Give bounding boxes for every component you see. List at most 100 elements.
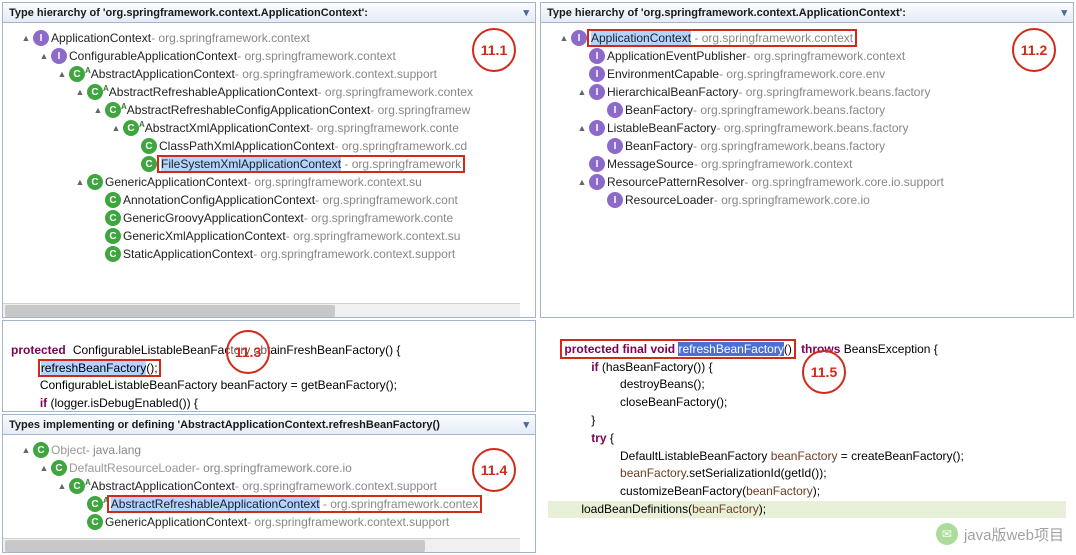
expand-icon[interactable]: ▲ — [57, 481, 67, 491]
tree-node[interactable]: IMessageSource - org.springframework.con… — [545, 155, 1069, 173]
node-label[interactable]: StaticApplicationContext — [123, 247, 253, 261]
node-label[interactable]: ResourcePatternResolver — [607, 175, 744, 189]
tree-node[interactable]: ▲IApplicationContext - org.springframewo… — [7, 29, 531, 47]
node-label[interactable]: ListableBeanFactory — [607, 121, 716, 135]
tree-node[interactable]: CFileSystemXmlApplicationContext - org.s… — [7, 155, 531, 173]
node-label[interactable]: FileSystemXmlApplicationContext — [161, 157, 341, 171]
scrollbar-horizontal[interactable] — [3, 538, 520, 552]
package-label: - org.springframework.context.support — [253, 247, 455, 261]
class-icon: C — [105, 228, 121, 244]
dropdown-icon[interactable]: ▾ — [1061, 6, 1067, 19]
code-block[interactable]: protected protected ConfigurableListable… — [3, 321, 535, 412]
package-label: - org.springframework.beans.factory — [693, 103, 885, 117]
node-label[interactable]: ResourceLoader — [625, 193, 714, 207]
node-label[interactable]: AbstractRefreshableApplicationContext — [109, 85, 318, 99]
package-label: - org.springframework.core.io.support — [744, 175, 943, 189]
scrollbar-horizontal[interactable] — [3, 303, 520, 317]
node-label[interactable]: ApplicationContext — [51, 31, 151, 45]
node-label[interactable]: AbstractXmlApplicationContext — [145, 121, 310, 135]
expand-icon[interactable]: ▲ — [75, 87, 85, 97]
dropdown-icon[interactable]: ▾ — [523, 418, 529, 431]
tree-node[interactable]: ▲IHierarchicalBeanFactory - org.springfr… — [545, 83, 1069, 101]
tree-node[interactable]: ▲IConfigurableApplicationContext - org.s… — [7, 47, 531, 65]
node-label[interactable]: AbstractRefreshableConfigApplicationCont… — [127, 103, 370, 117]
type-tree: ▲IApplicationContext - org.springframewo… — [541, 23, 1073, 215]
class-icon: C — [69, 66, 85, 82]
tree-node[interactable]: ▲CAAbstractApplicationContext - org.spri… — [7, 477, 531, 495]
tree-node[interactable]: CClassPathXmlApplicationContext - org.sp… — [7, 137, 531, 155]
package-label: - java.lang — [86, 443, 141, 457]
node-label[interactable]: AnnotationConfigApplicationContext — [123, 193, 315, 207]
class-icon: C — [123, 120, 139, 136]
interface-icon: I — [589, 66, 605, 82]
package-label: - org.springframework.contex — [318, 85, 473, 99]
tree-node[interactable]: CGenericApplicationContext - org.springf… — [7, 513, 531, 531]
tree-node[interactable]: ▲IApplicationContext - org.springframewo… — [545, 29, 1069, 47]
tree-node[interactable]: CGenericXmlApplicationContext - org.spri… — [7, 227, 531, 245]
node-label[interactable]: BeanFactory — [625, 103, 693, 117]
node-label[interactable]: MessageSource — [607, 157, 694, 171]
tree-node[interactable]: IResourceLoader - org.springframework.co… — [545, 191, 1069, 209]
package-label: - org.springframework — [341, 157, 461, 171]
node-label[interactable]: GenericApplicationContext — [105, 515, 247, 529]
node-label[interactable]: GenericXmlApplicationContext — [123, 229, 286, 243]
package-label: - org.springframework.context — [237, 49, 396, 63]
tree-node[interactable]: IBeanFactory - org.springframework.beans… — [545, 101, 1069, 119]
code-panel-11-3: protected protected ConfigurableListable… — [2, 320, 536, 412]
expand-icon[interactable]: ▲ — [75, 177, 85, 187]
expand-icon[interactable]: ▲ — [39, 463, 49, 473]
node-label[interactable]: HierarchicalBeanFactory — [607, 85, 738, 99]
expand-icon[interactable]: ▲ — [21, 445, 31, 455]
package-label: - org.springframework.context — [694, 157, 853, 171]
tree-node[interactable]: ▲IResourcePatternResolver - org.springfr… — [545, 173, 1069, 191]
tree-node[interactable]: ▲CGenericApplicationContext - org.spring… — [7, 173, 531, 191]
node-label[interactable]: AbstractApplicationContext — [91, 479, 235, 493]
tree-node[interactable]: IBeanFactory - org.springframework.beans… — [545, 137, 1069, 155]
interface-icon: I — [589, 174, 605, 190]
node-label[interactable]: GenericApplicationContext — [105, 175, 247, 189]
expand-icon[interactable]: ▲ — [577, 177, 587, 187]
tree-node[interactable]: ▲CDefaultResourceLoader - org.springfram… — [7, 459, 531, 477]
expand-icon[interactable]: ▲ — [559, 33, 569, 43]
expand-icon[interactable]: ▲ — [39, 51, 49, 61]
expand-icon[interactable]: ▲ — [111, 123, 121, 133]
tree-node[interactable]: ▲CAAbstractRefreshableConfigApplicationC… — [7, 101, 531, 119]
expand-icon[interactable]: ▲ — [577, 87, 587, 97]
tree-node[interactable]: CStaticApplicationContext - org.springfr… — [7, 245, 531, 263]
expand-icon[interactable]: ▲ — [21, 33, 31, 43]
expand-icon[interactable]: ▲ — [93, 105, 103, 115]
tree-node[interactable]: ▲IListableBeanFactory - org.springframew… — [545, 119, 1069, 137]
package-label: - org.springframework.context.su — [247, 175, 422, 189]
node-label[interactable]: ClassPathXmlApplicationContext — [159, 139, 334, 153]
tree-node[interactable]: CAnnotationConfigApplicationContext - or… — [7, 191, 531, 209]
tree-node[interactable]: IEnvironmentCapable - org.springframewor… — [545, 65, 1069, 83]
panel-title: Types implementing or defining 'Abstract… — [9, 419, 440, 431]
tree-node[interactable]: ▲CAAbstractRefreshableApplicationContext… — [7, 83, 531, 101]
node-label[interactable]: ApplicationContext — [591, 31, 691, 45]
node-label[interactable]: Object — [51, 443, 86, 457]
interface-icon: I — [51, 48, 67, 64]
node-label[interactable]: EnvironmentCapable — [607, 67, 719, 81]
expand-icon[interactable]: ▲ — [57, 69, 67, 79]
node-label[interactable]: GenericGroovyApplicationContext — [123, 211, 304, 225]
node-label[interactable]: AbstractRefreshableApplicationContext — [111, 497, 320, 511]
node-label[interactable]: AbstractApplicationContext — [91, 67, 235, 81]
tree-node[interactable]: ▲CAAbstractXmlApplicationContext - org.s… — [7, 119, 531, 137]
package-label: - org.springframework.context — [151, 31, 310, 45]
package-label: - org.springframework.beans.factory — [693, 139, 885, 153]
tree-node[interactable]: ▲CAAbstractApplicationContext - org.spri… — [7, 65, 531, 83]
node-label[interactable]: ApplicationEventPublisher — [607, 49, 746, 63]
tree-node[interactable]: CAAbstractRefreshableApplicationContext … — [7, 495, 531, 513]
class-icon: C — [87, 174, 103, 190]
tree-node[interactable]: ▲CObject - java.lang — [7, 441, 531, 459]
expand-icon[interactable]: ▲ — [577, 123, 587, 133]
tree-node[interactable]: CGenericGroovyApplicationContext - org.s… — [7, 209, 531, 227]
node-label[interactable]: BeanFactory — [625, 139, 693, 153]
highlighted-node: ApplicationContext - org.springframework… — [589, 31, 855, 45]
tree-node[interactable]: IApplicationEventPublisher - org.springf… — [545, 47, 1069, 65]
code-block[interactable]: protected final void refreshBeanFactory(… — [540, 320, 1074, 523]
node-label[interactable]: DefaultResourceLoader — [69, 461, 196, 475]
node-label[interactable]: ConfigurableApplicationContext — [69, 49, 237, 63]
interface-icon: I — [589, 156, 605, 172]
dropdown-icon[interactable]: ▾ — [523, 6, 529, 19]
